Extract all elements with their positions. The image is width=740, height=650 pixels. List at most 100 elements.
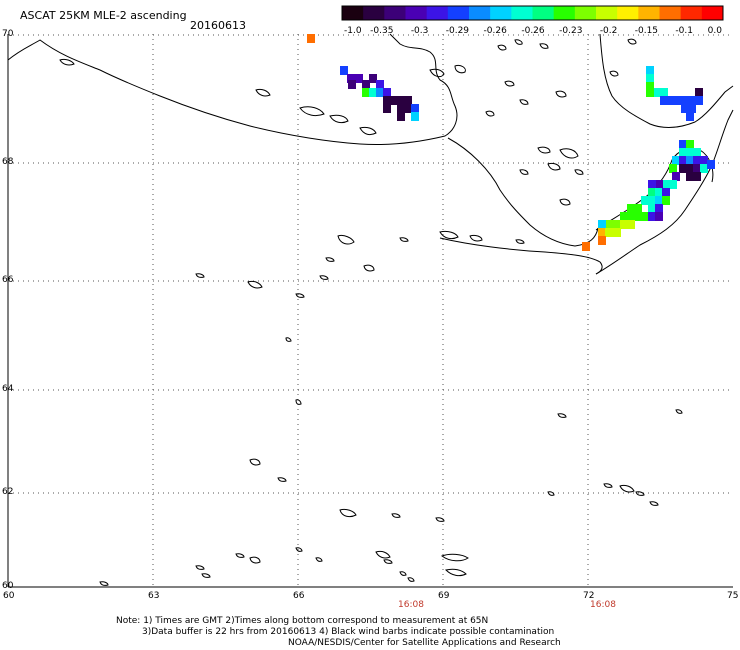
colorbar-tick-label: 0.0 bbox=[708, 26, 723, 36]
colorbar-cell bbox=[638, 6, 660, 20]
retrieval-cell bbox=[695, 88, 703, 97]
colorbar-tick-label: -0.3 bbox=[411, 26, 429, 36]
colorbar-cell bbox=[553, 6, 576, 20]
lat-label-60: 60 bbox=[2, 581, 14, 591]
retrieval-cell bbox=[362, 88, 370, 97]
retrieval-cell bbox=[679, 164, 687, 173]
retrieval-cell bbox=[672, 172, 680, 181]
retrieval-cell bbox=[648, 212, 656, 221]
retrieval-cell bbox=[660, 88, 668, 97]
retrieval-cell bbox=[669, 180, 677, 189]
retrieval-cell bbox=[613, 228, 621, 237]
retrieval-cell bbox=[648, 188, 656, 197]
colorbar-cell bbox=[384, 6, 406, 20]
colorbar-cell bbox=[490, 6, 512, 20]
retrieval-cell bbox=[634, 212, 642, 221]
retrieval-cell bbox=[660, 96, 668, 105]
retrieval-cell bbox=[646, 88, 654, 97]
note-line-2: 3)Data buffer is 22 hrs from 20160613 4)… bbox=[142, 627, 555, 637]
retrieval-cell bbox=[688, 104, 696, 113]
retrieval-cell bbox=[700, 156, 708, 165]
colorbar-cell bbox=[574, 6, 597, 20]
retrieval-cell bbox=[646, 82, 654, 91]
retrieval-cell bbox=[655, 196, 663, 205]
colorbar-tick-label: -0.29 bbox=[446, 26, 470, 36]
retrieval-cell bbox=[655, 180, 663, 189]
retrieval-cell bbox=[390, 96, 398, 105]
colorbar-cell bbox=[617, 6, 639, 20]
retrieval-cell bbox=[679, 156, 687, 165]
retrieval-cell bbox=[605, 228, 613, 237]
colorbar-cell bbox=[511, 6, 533, 20]
retrieval-cell bbox=[606, 220, 614, 229]
retrieval-cell bbox=[695, 96, 703, 105]
retrieval-cell bbox=[669, 164, 677, 173]
colorbar-tick-label: -0.2 bbox=[600, 26, 618, 36]
retrieval-cell bbox=[641, 212, 649, 221]
colorbar-cell bbox=[447, 6, 470, 20]
colorbar-tick-label: -0.35 bbox=[370, 26, 393, 36]
retrieval-cell bbox=[679, 140, 687, 149]
retrieval-cell bbox=[634, 204, 642, 213]
retrieval-cell bbox=[620, 212, 628, 221]
retrieval-cell bbox=[613, 220, 621, 229]
retrieval-cell bbox=[598, 220, 606, 229]
retrieval-cell bbox=[307, 34, 315, 43]
lon-label-66: 66 bbox=[293, 591, 305, 601]
colorbar-cell bbox=[469, 6, 491, 20]
colorbar-cell bbox=[701, 6, 724, 20]
retrieval-cell bbox=[397, 96, 405, 105]
colorbar-labels: -1.0 -0.35 -0.3 -0.29 -0.26 -0.26 -0.23 -0.2 -0.… bbox=[344, 26, 722, 36]
retrieval-cell bbox=[376, 80, 384, 89]
retrieval-cell bbox=[383, 104, 391, 113]
retrieval-cell bbox=[646, 66, 654, 75]
retrieval-cell bbox=[369, 88, 377, 97]
lon-label-75: 75 bbox=[727, 591, 739, 601]
colorbar-cell bbox=[596, 6, 618, 20]
retrieval-cell bbox=[662, 196, 670, 205]
retrieval-cell bbox=[700, 164, 708, 173]
lat-label-66: 66 bbox=[2, 275, 14, 285]
retrieval-cell bbox=[662, 188, 670, 197]
lon-label-63: 63 bbox=[148, 591, 160, 601]
retrieval-cell bbox=[686, 172, 694, 181]
retrieval-cell bbox=[667, 96, 675, 105]
retrieval-cell bbox=[383, 96, 391, 105]
note-line-1: Note: 1) Times are GMT 2)Times along bot… bbox=[116, 616, 489, 626]
retrieval-cell bbox=[686, 156, 694, 165]
retrieval-cell bbox=[348, 80, 356, 89]
retrieval-cell bbox=[688, 96, 696, 105]
lat-label-70: 70 bbox=[2, 29, 14, 39]
retrieval-cell bbox=[404, 96, 412, 105]
product-title: ASCAT 25KM MLE-2 ascending bbox=[20, 9, 187, 22]
retrieval-cell bbox=[648, 180, 656, 189]
colorbar-cell bbox=[363, 6, 385, 20]
colorbar-cell bbox=[659, 6, 682, 20]
retrieval-cell bbox=[693, 172, 701, 181]
retrieval-cell bbox=[646, 74, 654, 83]
retrieval-cell bbox=[369, 74, 377, 83]
retrieval-cell bbox=[627, 204, 635, 213]
retrieval-cell bbox=[411, 104, 419, 113]
retrieval-cell bbox=[620, 220, 628, 229]
retrieval-cell bbox=[340, 66, 348, 75]
retrieval-cell bbox=[693, 164, 701, 173]
lat-label-64: 64 bbox=[2, 384, 14, 394]
retrieval-cell bbox=[686, 140, 694, 149]
colorbar-tick-label: -0.26 bbox=[521, 26, 545, 36]
retrieval-cell bbox=[655, 212, 663, 221]
graticule bbox=[8, 34, 733, 587]
retrieval-cell bbox=[362, 80, 370, 89]
colorbar-cell bbox=[342, 6, 364, 20]
colorbar-cell bbox=[405, 6, 428, 20]
colorbar-tick-label: -0.1 bbox=[675, 26, 693, 36]
product-date: 20160613 bbox=[190, 19, 246, 32]
ascat-retrieval-cells bbox=[307, 34, 715, 251]
colorbar-cell bbox=[680, 6, 703, 20]
retrieval-cell bbox=[681, 96, 689, 105]
lat-label-62: 62 bbox=[2, 487, 14, 497]
retrieval-cell bbox=[627, 212, 635, 221]
colorbar-cells bbox=[342, 6, 724, 20]
retrieval-cell bbox=[404, 104, 412, 113]
retrieval-cell bbox=[653, 88, 661, 97]
